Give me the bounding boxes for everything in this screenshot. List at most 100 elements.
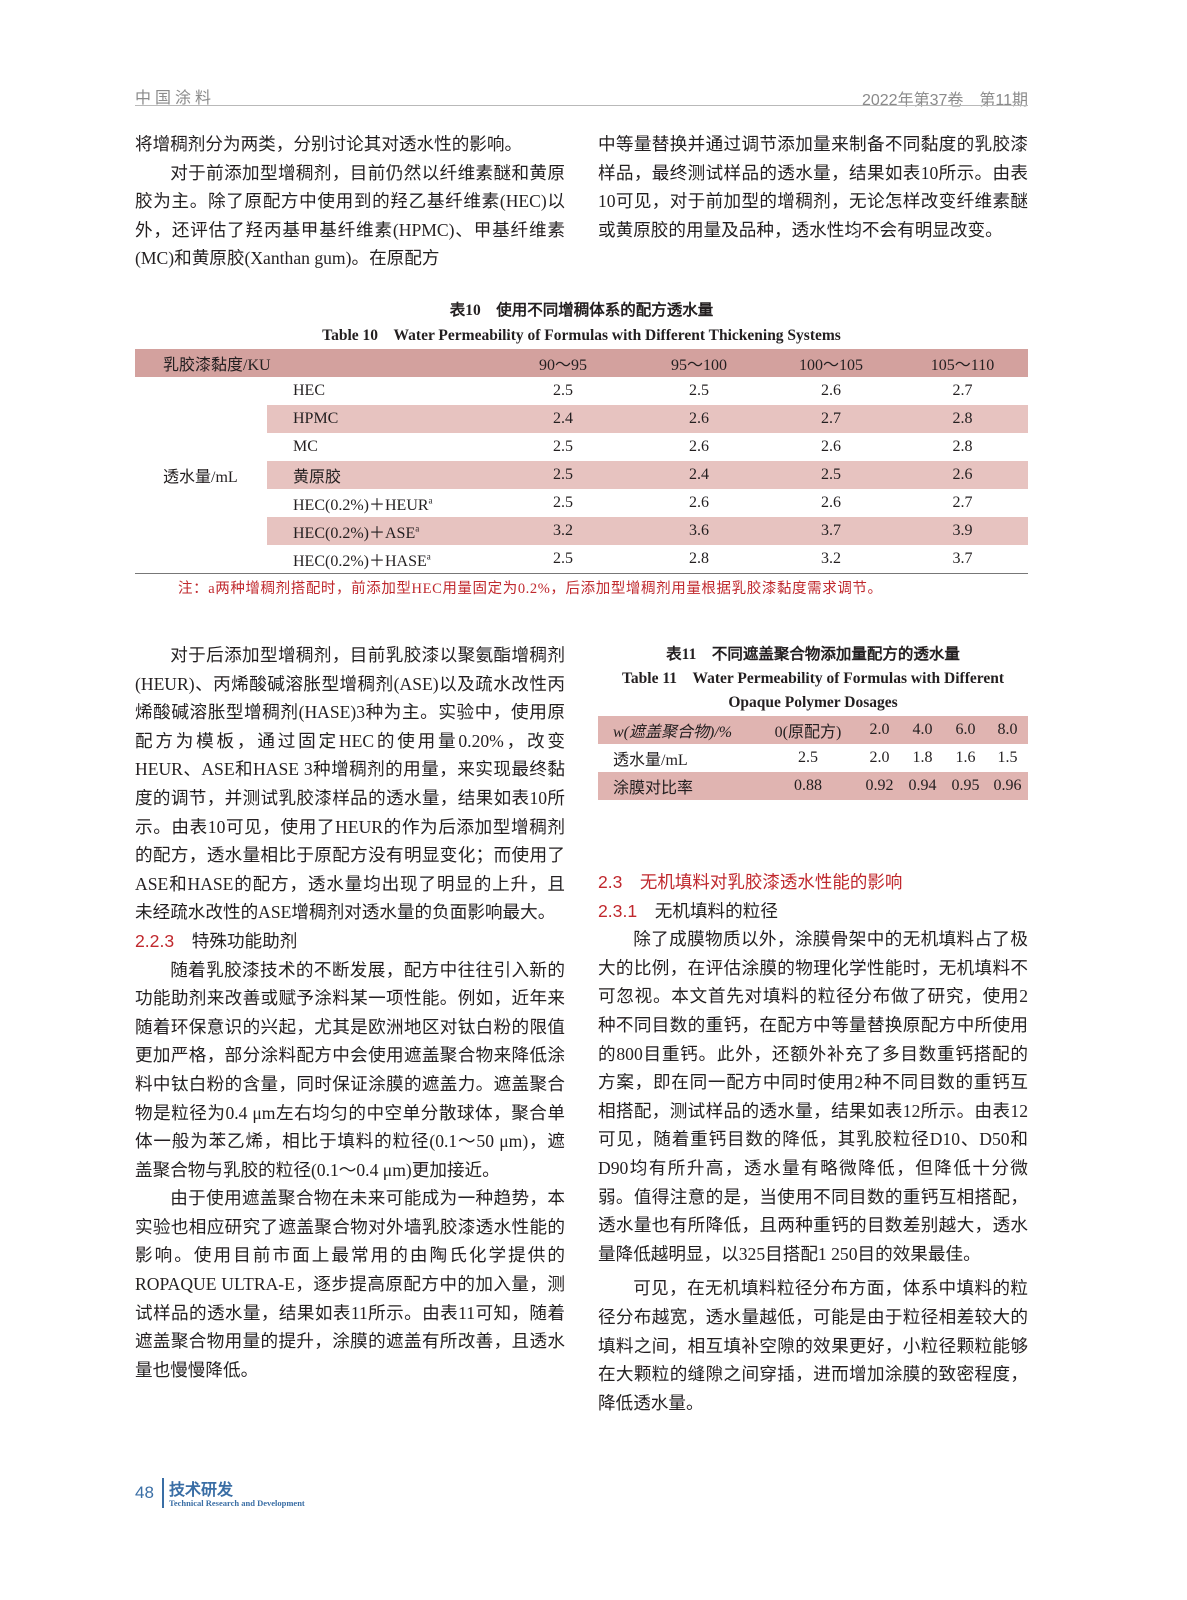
heading-number: 2.3.1 [598, 900, 638, 921]
table-row: w(遮盖聚合物)/% 0(原配方) 2.0 4.0 6.0 8.0 [598, 716, 1028, 744]
section-name: 技术研发 [169, 1482, 234, 1499]
table-cell: 2.4 [493, 405, 633, 433]
table-cell: 1.8 [912, 749, 933, 766]
table-cell: 0.95 [944, 772, 987, 800]
page-number: 48 [135, 1483, 154, 1502]
table-cell: 3.9 [897, 517, 1028, 545]
header-cell: 95～100 [633, 349, 765, 377]
issue-info: 2022年第37卷 第11期 [861, 92, 1028, 109]
table-cell: 2.8 [689, 550, 709, 567]
row-label: 涂膜对比率 [598, 772, 758, 800]
table-cell: 2.7 [765, 405, 897, 433]
row-label: HPMC [267, 405, 493, 433]
table-cell: 2.8 [897, 405, 1028, 433]
table10-title-cn: 表10 使用不同增稠体系的配方透水量 [449, 302, 714, 319]
table-cell: 6.0 [944, 716, 987, 744]
heading-text: 特殊功能助剂 [191, 930, 298, 951]
table-cell: 0.94 [901, 772, 944, 800]
table-cell: 3.6 [633, 517, 765, 545]
row-label: HEC(0.2%)＋ASEa [267, 517, 493, 545]
table-cell: 2.5 [798, 749, 818, 766]
paragraph: 除了成膜物质以外，涂膜骨架中的无机填料占了极大的比例，在评估涂膜的物理化学性能时… [598, 929, 1028, 1264]
row-label: HEC [267, 377, 493, 405]
table-cell: 2.7 [952, 382, 973, 399]
table-cell: 3.7 [952, 550, 973, 567]
table-cell: 3.2 [493, 517, 633, 545]
table10-note: 注：a两种增稠剂搭配时，前添加型HEC用量固定为0.2%，后添加型增稠剂用量根据… [178, 581, 883, 597]
footer-divider [162, 1478, 164, 1508]
left-top-column: 将增稠剂分为两类，分别讨论其对透水性的影响。 对于前添加型增稠剂，目前仍然以纤维… [135, 130, 565, 273]
paragraph: 可见，在无机填料粒径分布方面，体系中填料的粒径分布越宽，透水量越低，可能是由于粒… [598, 1278, 1028, 1413]
table-cell: 2.6 [821, 494, 841, 511]
table-cell: 2.8 [952, 438, 973, 455]
row-label-text: HEC(0.2%)＋ASE [293, 525, 416, 542]
table-cell: 2.0 [869, 749, 890, 766]
group-label: 透水量/mL [135, 377, 267, 574]
table-cell: 2.6 [689, 438, 709, 455]
table-cell: 2.7 [952, 494, 973, 511]
row-label: MC [267, 433, 493, 461]
row-label-text: MC [293, 438, 318, 455]
table-cell: 2.5 [765, 461, 897, 489]
table-cell: 0.92 [858, 772, 901, 800]
row-label-text: HEC(0.2%)＋HEUR [293, 497, 429, 514]
table-cell: 2.5 [553, 382, 573, 399]
table-cell: 1.5 [997, 749, 1018, 766]
table-cell: 2.5 [553, 438, 573, 455]
header-cell: 100～105 [765, 349, 897, 377]
table-cell: 3.2 [821, 550, 841, 567]
header-cell: 乳胶漆黏度/KU [135, 349, 493, 377]
section-name-en: Technical Research and Development [169, 1498, 305, 1508]
table-row: MC 2.5 2.6 2.6 2.8 [135, 433, 1028, 461]
table-row: 涂膜对比率 0.88 0.92 0.94 0.95 0.96 [598, 772, 1028, 800]
row-label: 透水量/mL [613, 752, 688, 769]
header-cell: 90～95 [493, 349, 633, 377]
table11-title-cn: 表11 不同遮盖聚合物添加量配方的透水量 [666, 646, 960, 663]
table-cell: 0(原配方) [758, 716, 858, 744]
journal-name: 中国涂料 [135, 90, 216, 107]
table11-title-en-2: Opaque Polymer Dosages [728, 694, 898, 711]
table-cell: 2.6 [633, 405, 765, 433]
table-cell: 8.0 [987, 716, 1028, 744]
table10-title-en: Table 10 Water Permeability of Formulas … [322, 327, 841, 344]
row-label: w(遮盖聚合物)/% [598, 716, 758, 744]
heading-number: 2.2.3 [135, 930, 175, 951]
section-heading-2-3-1: 2.3.1 无机填料的粒径 [598, 897, 1028, 926]
table-row: HEC(0.2%)＋HASEa 2.5 2.8 3.2 3.7 [135, 545, 1028, 574]
row-label: 黄原胶 [267, 461, 493, 489]
paragraph: 对于后添加型增稠剂，目前乳胶漆以聚氨酯增稠剂(HEUR)、丙烯酸碱溶胀型增稠剂(… [135, 645, 565, 923]
row-label-text: HEC [293, 382, 325, 399]
section-heading-2-3: 2.3 无机填料对乳胶漆透水性能的影响 [598, 872, 903, 892]
table-cell: 2.5 [553, 494, 573, 511]
footnote-marker: a [428, 495, 433, 506]
row-label-text: HPMC [293, 410, 339, 427]
footnote-marker: a [426, 551, 431, 562]
table-cell: 0.96 [987, 772, 1028, 800]
paragraph: 将增稠剂分为两类，分别讨论其对透水性的影响。 [135, 134, 523, 154]
table-row: HEC(0.2%)＋HEURa 2.5 2.6 2.6 2.7 [135, 489, 1028, 517]
table-cell: 3.7 [765, 517, 897, 545]
table-cell: 2.6 [821, 382, 841, 399]
table-row: 黄原胶 2.5 2.4 2.5 2.6 [135, 461, 1028, 489]
paragraph: 由于使用遮盖聚合物在未来可能成为一种趋势，本实验也相应研究了遮盖聚合物对外墙乳胶… [135, 1188, 565, 1380]
section-heading-2-2-3: 2.2.3 特殊功能助剂 [135, 927, 565, 956]
table-11: w(遮盖聚合物)/% 0(原配方) 2.0 4.0 6.0 8.0 透水量/mL 2.5 2.0… [598, 716, 1028, 800]
row-label-text: 黄原胶 [293, 469, 342, 486]
table-row: HEC(0.2%)＋ASEa 3.2 3.6 3.7 3.9 [135, 517, 1028, 545]
table-cell: 2.5 [689, 382, 709, 399]
paragraph: 中等量替换并通过调节添加量来制备不同黏度的乳胶漆样品，最终测试样品的透水量，结果… [598, 134, 1028, 240]
table-row: 透水量/mL 2.5 2.0 1.8 1.6 1.5 [598, 744, 1028, 772]
table11-title-en-1: Table 11 Water Permeability of Formulas … [622, 670, 1004, 687]
table-10: 乳胶漆黏度/KU 90～95 95～100 100～105 105～110 透水… [135, 349, 1028, 574]
table-cell: 2.4 [633, 461, 765, 489]
table-header-row: 乳胶漆黏度/KU 90～95 95～100 100～105 105～110 [135, 349, 1028, 377]
header-divider [135, 105, 1028, 106]
table-cell: 0.88 [758, 772, 858, 800]
right-top-column: 中等量替换并通过调节添加量来制备不同黏度的乳胶漆样品，最终测试样品的透水量，结果… [598, 130, 1028, 244]
right-bottom-column: 2.3 无机填料对乳胶漆透水性能的影响 2.3.1 无机填料的粒径 除了成膜物质… [598, 868, 1028, 1417]
row-label: HEC(0.2%)＋HEURa [267, 489, 493, 517]
header-cell: 105～110 [897, 349, 1028, 377]
footnote-marker: a [415, 523, 420, 534]
table-row: 透水量/mL HEC 2.5 2.5 2.6 2.7 [135, 377, 1028, 574]
row-label-text: HEC(0.2%)＋HASE [293, 553, 427, 570]
